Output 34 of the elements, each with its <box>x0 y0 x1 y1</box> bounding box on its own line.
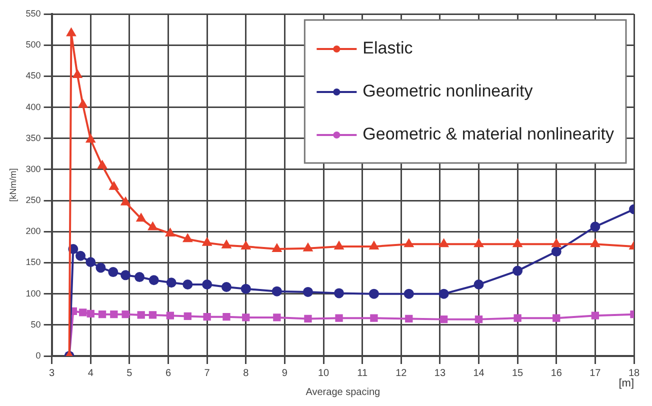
y-tick-label: 300 <box>26 164 41 174</box>
y-tick-label: 150 <box>26 257 41 268</box>
x-tick-label: 5 <box>126 368 133 379</box>
x-tick-label: 9 <box>282 368 288 379</box>
x-tick-label: 13 <box>434 368 446 379</box>
y-tick-label: 500 <box>26 40 41 50</box>
text: [m] <box>618 378 634 390</box>
x-tick-label: 17 <box>590 368 602 379</box>
y-tick-label: 550 <box>26 8 41 18</box>
y-tick-label: 100 <box>26 288 41 298</box>
y-axis-title: [kNm/m] <box>8 168 18 202</box>
x-axis-title: Average spacing <box>306 386 380 398</box>
y-tick-label: 50 <box>30 319 41 330</box>
x-tick-label: 14 <box>473 368 485 379</box>
x-tick-label: 15 <box>512 368 524 379</box>
y-tick-label: 400 <box>26 102 41 112</box>
legend-label: Geometric nonlinearity <box>362 82 534 101</box>
x-tick-label: 12 <box>396 368 408 379</box>
x-tick-label: 3 <box>49 368 56 379</box>
x-tick-label: 4 <box>88 368 94 379</box>
x-tick-label: 8 <box>243 368 250 379</box>
x-tick-label: 11 <box>357 368 368 379</box>
y-tick-label: 200 <box>26 226 41 236</box>
y-tick-label: 0 <box>36 350 41 360</box>
legend-label: Geometric & material nonlinearity <box>362 124 614 144</box>
x-tick-label: 18 <box>628 368 640 379</box>
y-tick-label: 250 <box>26 195 41 206</box>
x-tick-label: 16 <box>550 368 562 379</box>
x-tick-label: 10 <box>318 368 330 379</box>
x-tick-label: 7 <box>204 368 210 379</box>
legend-label: Elastic <box>362 38 414 58</box>
y-tick-label: 450 <box>26 70 41 81</box>
x-tick-label: 6 <box>165 368 172 379</box>
y-tick-label: 350 <box>26 132 41 143</box>
